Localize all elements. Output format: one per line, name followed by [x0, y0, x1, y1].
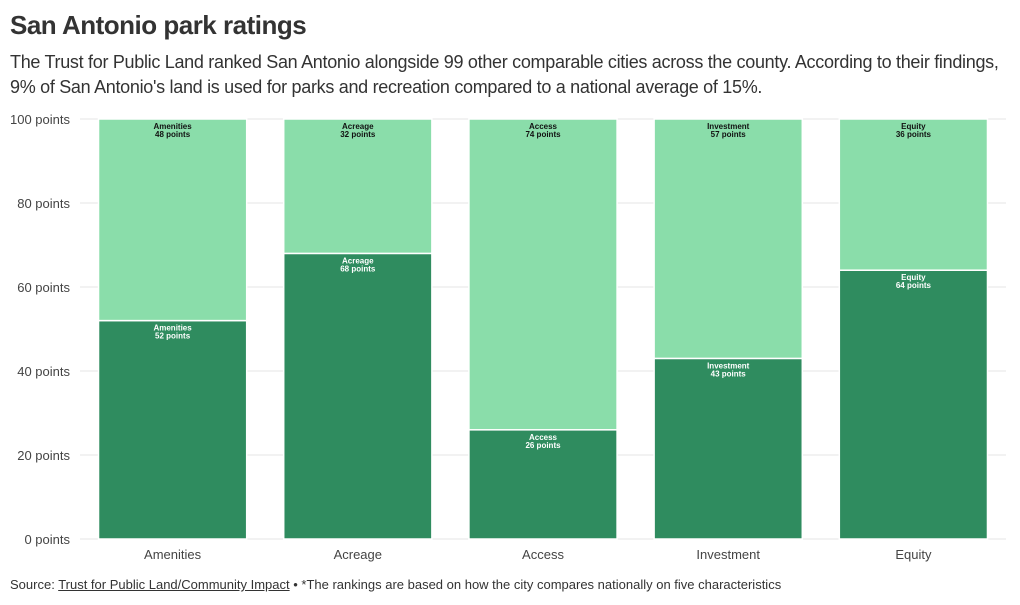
bar-label-category: Amenities	[153, 122, 192, 131]
y-tick-label: 100 points	[10, 112, 70, 127]
y-tick-label: 20 points	[17, 448, 70, 463]
bar-label-value: 43 points	[711, 369, 747, 378]
source-note: Source: Trust for Public Land/Community …	[10, 577, 781, 592]
x-tick-label: Equity	[895, 547, 932, 562]
bar-label-value: 52 points	[155, 332, 191, 341]
bar-label-category: Equity	[901, 273, 926, 282]
source-suffix: • *The rankings are based on how the cit…	[289, 577, 782, 592]
bar-label-category: Investment	[707, 361, 750, 370]
bar-remaining	[838, 118, 989, 271]
bar-label-value: 32 points	[340, 130, 376, 139]
x-tick-label: Acreage	[334, 547, 382, 562]
y-tick-label: 80 points	[17, 196, 70, 211]
x-tick-label: Access	[522, 547, 564, 562]
bar-label-value: 26 points	[525, 441, 561, 450]
bar-label-value: 57 points	[711, 130, 747, 139]
bar-label-category: Acreage	[342, 256, 374, 265]
bar-remaining	[97, 118, 248, 322]
bar-label-category: Investment	[707, 122, 750, 131]
bar-label-category: Access	[529, 122, 558, 131]
chart-title: San Antonio park ratings	[10, 10, 307, 40]
y-tick-label: 60 points	[17, 280, 70, 295]
bar-label-category: Amenities	[153, 324, 192, 333]
source-prefix: Source:	[10, 577, 59, 592]
bar-remaining	[468, 118, 618, 431]
source-link[interactable]: Trust for Public Land/Community Impact	[58, 577, 290, 592]
bar-score	[653, 357, 804, 540]
y-tick-label: 0 points	[24, 532, 70, 547]
x-tick-label: Investment	[696, 547, 760, 562]
bar-label-category: Acreage	[342, 122, 374, 131]
bar-label-value: 68 points	[340, 264, 376, 273]
chart-subtitle: The Trust for Public Land ranked San Ant…	[10, 52, 999, 97]
bar-label-value: 64 points	[896, 281, 932, 290]
bar-label-category: Access	[529, 433, 558, 442]
x-tick-label: Amenities	[144, 547, 202, 562]
bar-score	[97, 319, 248, 540]
bar-label-category: Equity	[901, 122, 926, 131]
bar-score	[282, 252, 433, 540]
bar-score	[838, 269, 989, 540]
y-tick-label: 40 points	[17, 364, 70, 379]
bar-label-value: 48 points	[155, 130, 191, 139]
bar-label-value: 36 points	[896, 130, 932, 139]
bar-remaining	[282, 118, 433, 255]
bar-label-value: 74 points	[525, 130, 561, 139]
bar-remaining	[653, 118, 804, 360]
